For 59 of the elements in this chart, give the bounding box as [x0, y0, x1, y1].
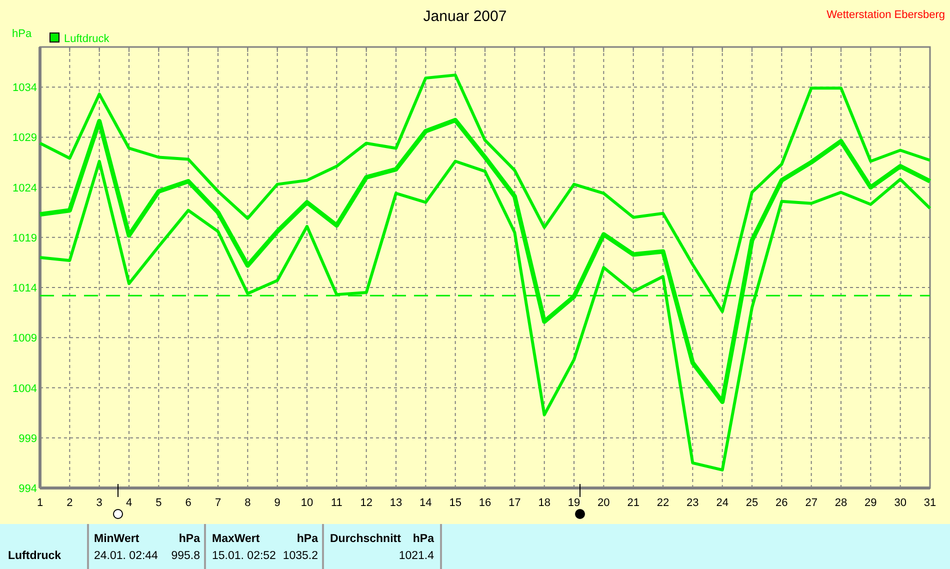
text: 15.01. 02:52: [212, 550, 276, 562]
x-tick-label: 5: [156, 497, 162, 509]
x-tick-label: 21: [627, 497, 640, 509]
y-tick-label: 1019: [12, 232, 37, 244]
text: 1021.4: [398, 550, 435, 562]
x-tick-label: 9: [274, 497, 280, 509]
y-tick-label: 1034: [12, 82, 37, 94]
x-tick-label: 13: [390, 497, 402, 509]
x-tick-label: 31: [924, 497, 936, 509]
x-tick-label: 24: [716, 497, 728, 509]
text: 24.01. 02:44: [94, 550, 159, 562]
x-tick-label: 17: [508, 497, 521, 509]
y-tick-label: 994: [18, 483, 37, 495]
text: Wetterstation Ebersberg: [826, 9, 945, 21]
x-tick-label: 27: [805, 497, 818, 509]
text: 995.8: [171, 550, 200, 562]
x-tick-label: 26: [776, 497, 788, 509]
x-tick-label: 22: [656, 497, 670, 509]
x-tick-label: 19: [568, 497, 580, 509]
x-tick-label: 2: [66, 497, 73, 509]
line-series: [38, 74, 932, 314]
text: hPa: [412, 533, 435, 545]
x-tick-label: 6: [185, 497, 192, 509]
legend-label: Luftdruck: [64, 33, 110, 45]
x-tick-label: 30: [894, 497, 906, 509]
x-tick-label: 23: [686, 497, 699, 509]
text: MinWert: [94, 533, 140, 545]
x-tick-label: 7: [214, 497, 222, 509]
text: Luftdruck: [8, 550, 62, 562]
text: hPa: [296, 533, 319, 545]
x-tick-label: 25: [746, 497, 758, 509]
y-tick-label: 1024: [12, 182, 37, 194]
text: Durchschnitt: [330, 533, 402, 545]
text: 1035.2: [282, 550, 318, 562]
x-tick-label: 8: [244, 497, 251, 509]
x-tick-label: 4: [126, 497, 132, 509]
y-tick-label: 1029: [12, 132, 37, 144]
y-tick-label: 1014: [12, 282, 37, 295]
text: hPa: [178, 533, 201, 545]
x-tick-label: 11: [330, 497, 342, 509]
x-tick-label: 10: [300, 497, 314, 509]
y-axis-title: hPa: [12, 28, 32, 40]
x-tick-label: 12: [360, 497, 372, 509]
y-tick-label: 1009: [12, 332, 37, 345]
x-tick-label: 29: [864, 497, 877, 509]
x-tick-label: 1: [36, 497, 44, 509]
x-tick-label: 20: [598, 497, 610, 509]
x-tick-label: 15: [449, 497, 462, 509]
x-tick-label: 3: [96, 497, 102, 509]
text: MaxWert: [212, 533, 260, 545]
y-tick-label: 1004: [12, 382, 37, 395]
chart-title: Januar 2007: [423, 8, 507, 25]
x-tick-label: 16: [478, 497, 492, 509]
x-tick-label: 18: [538, 497, 550, 509]
y-tick-label: 999: [18, 432, 37, 445]
line-series: [38, 160, 932, 472]
x-tick-label: 28: [834, 497, 848, 509]
line-series: [38, 118, 932, 404]
x-tick-label: 14: [420, 497, 432, 509]
